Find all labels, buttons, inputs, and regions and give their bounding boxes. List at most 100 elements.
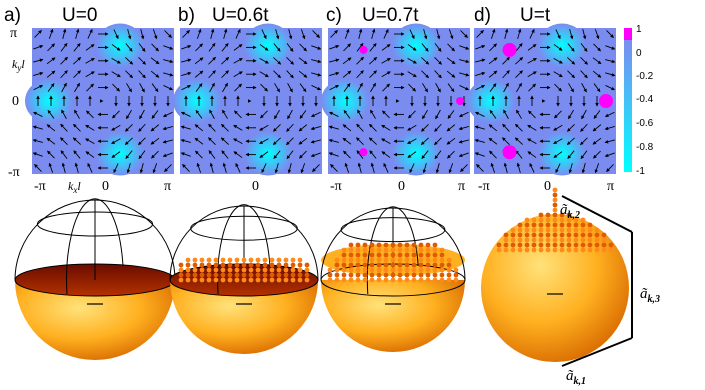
field-arrow <box>605 45 616 50</box>
field-arrow <box>87 28 93 39</box>
field-arrow <box>357 109 363 119</box>
spin-dot <box>566 222 572 228</box>
field-arrow <box>286 56 294 65</box>
spin-dot <box>411 252 417 258</box>
field-arrow <box>86 83 94 92</box>
field-arrow <box>342 124 352 132</box>
spin-dot <box>432 272 438 278</box>
spin-dot <box>199 262 205 268</box>
spin-dot <box>269 272 275 278</box>
field-arrow <box>474 111 485 117</box>
field-arrow <box>489 150 497 159</box>
field-arrow <box>111 138 121 145</box>
spin-dot <box>566 247 572 253</box>
spin-dot <box>206 262 212 268</box>
spin-dot <box>411 242 417 248</box>
field-arrow <box>527 151 537 158</box>
field-arrow <box>112 110 120 119</box>
field-arrow <box>151 110 159 119</box>
spin-dot <box>383 272 389 278</box>
spin-dot <box>178 277 184 283</box>
field-arrow <box>358 28 363 39</box>
field-arrow <box>474 125 485 130</box>
field-arrow <box>370 82 376 93</box>
spin-dot <box>369 252 375 258</box>
field-arrow <box>74 162 79 173</box>
sphere-body <box>170 280 318 354</box>
field-arrow <box>208 42 216 52</box>
field-arrow <box>287 83 293 93</box>
spin-dot <box>559 212 565 218</box>
spin-dot <box>404 242 410 248</box>
spin-dot <box>524 237 530 243</box>
field-arrow <box>111 71 121 78</box>
field-arrow <box>369 70 377 79</box>
spin-dot <box>446 267 452 273</box>
field-arrow <box>421 57 430 65</box>
field-arrow <box>194 124 204 132</box>
spin-dot <box>269 277 275 283</box>
wire-meridian <box>366 206 419 295</box>
spin-dot <box>376 272 382 278</box>
field-arrow <box>299 83 307 93</box>
cb-tick-m08: -0.8 <box>636 142 654 153</box>
spin-dot <box>206 257 212 263</box>
field-arrow <box>261 163 267 174</box>
field-arrow <box>515 70 523 79</box>
field-arrow <box>422 83 428 93</box>
spin-dot <box>404 262 410 268</box>
field-arrow <box>33 71 44 77</box>
field-arrow <box>421 150 429 159</box>
field-arrow <box>162 125 173 131</box>
spin-dot <box>510 237 516 243</box>
field-arrow <box>46 57 56 65</box>
vortex-blob <box>321 79 370 123</box>
spin-dot <box>601 247 607 253</box>
field-arrow <box>112 83 120 92</box>
field-arrow <box>85 44 95 51</box>
x-tick-b-left: π <box>164 179 171 194</box>
field-arrow <box>421 70 429 79</box>
spin-dot <box>227 257 233 263</box>
spin-dot <box>369 267 375 273</box>
field-arrow <box>383 162 389 173</box>
spin-dot <box>234 262 240 268</box>
field-arrow <box>434 43 442 52</box>
vortex-blob <box>96 131 145 176</box>
field-arrow <box>180 111 191 117</box>
field-arrow <box>111 124 121 131</box>
field-arrow <box>164 30 172 39</box>
spin-dot <box>552 202 558 208</box>
spin-dot <box>290 267 296 273</box>
field-arrow <box>516 82 522 93</box>
field-arrow <box>60 70 68 79</box>
spin-dot <box>297 277 303 283</box>
spin-dot <box>524 227 530 233</box>
spin-dot <box>355 242 361 248</box>
spin-dot <box>248 257 254 263</box>
field-arrow <box>459 45 470 50</box>
field-arrow <box>434 56 442 65</box>
spin-dot <box>559 237 565 243</box>
spin-dot <box>580 242 586 248</box>
field-arrow <box>140 29 145 40</box>
spin-dot <box>545 227 551 233</box>
spin-dot <box>552 207 558 213</box>
spin-dot <box>327 267 333 273</box>
spin-dot <box>341 257 347 263</box>
panel-titles: a) U=0 b) U=0.6t c) U=0.7t d) U=t <box>4 5 551 26</box>
field-arrow <box>208 56 216 65</box>
spin-dot <box>341 277 347 283</box>
field-arrow <box>260 83 268 92</box>
field-arrow <box>446 124 456 132</box>
spin-dot <box>269 257 275 263</box>
spin-dot <box>220 262 226 268</box>
spin-dot <box>383 267 389 273</box>
spin-dot <box>601 237 607 243</box>
field-arrow <box>85 57 95 64</box>
field-arrow <box>32 111 43 117</box>
spin-dot <box>418 252 424 258</box>
field-arrow <box>435 109 441 120</box>
field-arrow <box>381 138 391 145</box>
spin-dot <box>432 252 438 258</box>
